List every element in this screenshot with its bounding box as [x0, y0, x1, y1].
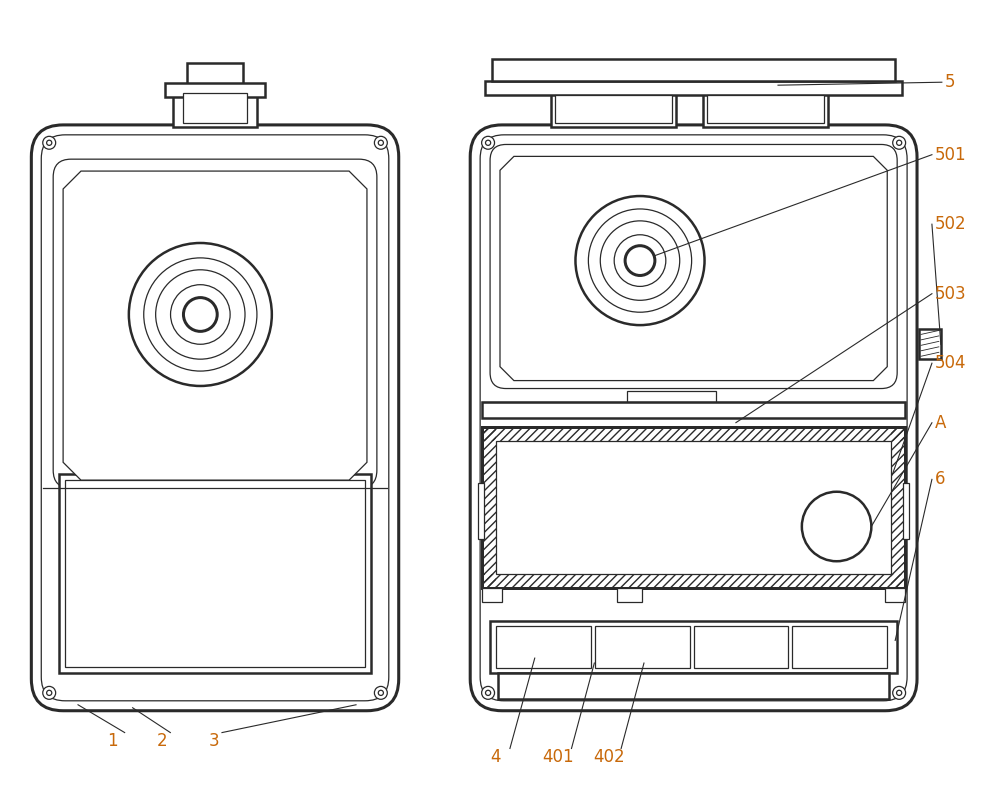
Polygon shape	[500, 156, 887, 381]
Text: 401: 401	[542, 748, 573, 766]
Circle shape	[893, 137, 906, 149]
Text: 2: 2	[157, 732, 168, 750]
Text: 3: 3	[209, 732, 219, 750]
Circle shape	[144, 258, 257, 371]
Text: 6: 6	[935, 470, 945, 488]
Bar	[482, 402, 905, 418]
Circle shape	[47, 141, 52, 145]
Text: 503: 503	[935, 285, 967, 303]
Text: 1: 1	[107, 732, 118, 750]
Circle shape	[588, 209, 692, 312]
Text: A: A	[935, 414, 946, 432]
Bar	[885, 588, 905, 601]
Circle shape	[614, 235, 666, 287]
Circle shape	[378, 690, 383, 696]
Text: 501: 501	[935, 146, 967, 164]
Bar	[482, 426, 905, 440]
Bar	[903, 483, 909, 539]
Circle shape	[802, 491, 871, 561]
Circle shape	[129, 243, 272, 386]
Bar	[482, 426, 905, 588]
Bar	[919, 330, 941, 360]
Text: 5: 5	[945, 73, 955, 91]
Circle shape	[482, 686, 495, 699]
Bar	[627, 390, 716, 412]
Bar	[555, 95, 672, 123]
Bar	[490, 622, 897, 673]
FancyBboxPatch shape	[490, 144, 897, 389]
Circle shape	[171, 285, 230, 345]
Bar	[65, 480, 365, 667]
Bar	[482, 426, 496, 588]
Circle shape	[374, 137, 387, 149]
Bar	[496, 626, 591, 668]
Bar	[59, 474, 371, 673]
Bar	[165, 83, 265, 97]
Circle shape	[486, 141, 491, 145]
Circle shape	[156, 270, 245, 360]
Text: 402: 402	[593, 748, 625, 766]
Text: 504: 504	[935, 354, 966, 372]
Circle shape	[183, 298, 217, 331]
Circle shape	[374, 686, 387, 699]
Text: 502: 502	[935, 215, 967, 233]
Bar	[703, 86, 828, 127]
Bar	[792, 626, 887, 668]
Bar	[478, 483, 484, 539]
Circle shape	[575, 196, 705, 325]
FancyBboxPatch shape	[31, 125, 399, 710]
Bar	[498, 673, 889, 699]
Circle shape	[600, 221, 680, 301]
Circle shape	[43, 686, 56, 699]
Circle shape	[486, 690, 491, 696]
Bar	[694, 626, 788, 668]
Bar	[891, 426, 905, 588]
Circle shape	[482, 137, 495, 149]
Bar	[617, 588, 642, 601]
Circle shape	[897, 141, 902, 145]
Bar	[485, 81, 902, 95]
Circle shape	[625, 246, 655, 276]
Bar	[482, 588, 502, 601]
Bar	[551, 86, 676, 127]
Bar	[183, 93, 247, 123]
Bar	[482, 574, 905, 588]
Circle shape	[378, 141, 383, 145]
Text: 4: 4	[490, 748, 500, 766]
Bar	[492, 60, 895, 81]
Bar	[173, 86, 257, 127]
FancyBboxPatch shape	[470, 125, 917, 710]
Circle shape	[897, 690, 902, 696]
Circle shape	[47, 690, 52, 696]
Circle shape	[893, 686, 906, 699]
Bar	[595, 626, 690, 668]
Polygon shape	[63, 171, 367, 480]
Bar	[707, 95, 824, 123]
FancyBboxPatch shape	[53, 159, 377, 488]
Circle shape	[43, 137, 56, 149]
Bar	[496, 440, 891, 574]
Bar	[187, 64, 243, 86]
